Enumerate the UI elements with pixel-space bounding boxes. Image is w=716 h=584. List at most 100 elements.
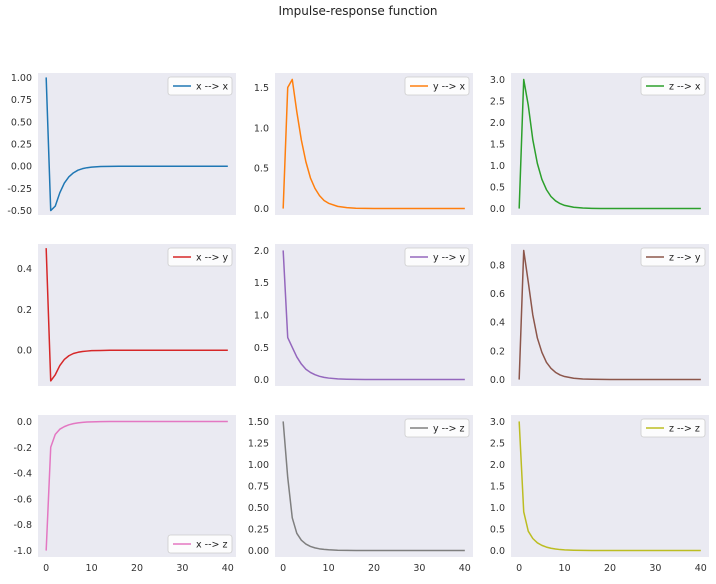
plot-background (275, 415, 473, 557)
y-tick-label: 0.2 (490, 346, 505, 357)
x-tick-label: 40 (222, 563, 234, 574)
legend-box (404, 247, 470, 267)
y-tick-label: 1.5 (490, 482, 505, 493)
legend-label: y --> x (433, 82, 465, 93)
x-tick-label: 40 (695, 563, 707, 574)
plot-background (511, 415, 709, 557)
y-tick-label: -1.0 (13, 546, 32, 557)
panel-z-to-x: 0.0 0.5 1.0 1.5 2.0 2.5 3.0 z --> x (490, 73, 709, 215)
x-tick-label: 0 (516, 563, 522, 574)
panel-z-to-y: 0.0 0.2 0.4 0.6 0.8 z --> y (490, 244, 709, 386)
y-tick-label: 0.50 (248, 503, 269, 514)
panel-z-to-z: 0.0 0.5 1.0 1.5 2.0 2.5 3.0 0 10 20 30 40 z --> z (490, 415, 709, 574)
y-tick-label: 3.0 (490, 417, 505, 428)
legend-box (640, 76, 706, 96)
figure-title: Impulse-response function (278, 4, 438, 18)
legend: y --> y (404, 247, 470, 267)
y-tick-label: -0.2 (13, 443, 32, 454)
panel-y-to-z: 0.00 0.25 0.50 0.75 1.00 1.25 1.50 0 10 20 30 40 y -… (248, 415, 473, 574)
plot-background (38, 244, 236, 386)
legend: x --> x (167, 76, 233, 96)
x-tick-label: 10 (86, 563, 98, 574)
plot-background (511, 73, 709, 215)
legend-label: x --> y (196, 253, 228, 264)
y-tick-label: 1.0 (490, 161, 505, 172)
y-tick-label: 1.50 (248, 417, 269, 428)
y-tick-label: 0.6 (490, 289, 505, 300)
y-tick-label: 0.75 (248, 482, 269, 493)
y-tick-label: 0.00 (11, 162, 32, 173)
legend-box (404, 418, 470, 438)
series-line-y-to-x (282, 78, 465, 210)
y-tick-label: 2.0 (254, 246, 269, 257)
y-tick-label: 0.25 (248, 525, 269, 536)
y-tick-label: 0.0 (254, 375, 269, 386)
y-tick-label: 0.5 (490, 183, 505, 194)
legend-label: x --> z (196, 540, 227, 551)
series-line-x-to-z (45, 420, 228, 551)
y-tick-label: 0.25 (11, 140, 32, 151)
plot-background (275, 73, 473, 215)
y-tick-label: 1.5 (254, 278, 269, 289)
legend-label: z --> x (669, 82, 701, 93)
series-line-y-to-y (282, 250, 465, 381)
legend: y --> z (404, 418, 470, 438)
x-tick-label: 20 (368, 563, 380, 574)
legend-box (167, 247, 233, 267)
series-line-z-to-y (518, 249, 701, 381)
y-tick-label: 0.0 (490, 546, 505, 557)
panel-y-to-x: 0.0 0.5 1.0 1.5 y --> x (254, 73, 473, 215)
legend-label: x --> x (196, 82, 228, 93)
x-tick-label: 30 (176, 563, 188, 574)
series-line-z-to-z (518, 421, 701, 552)
panel-x-to-z: -1.0 -0.8 -0.6 -0.4 -0.2 0.0 0 10 20 30 40 x --> z (13, 415, 236, 574)
legend-label: z --> y (669, 253, 701, 264)
y-tick-label: 1.0 (254, 311, 269, 322)
y-tick-label: 1.0 (254, 123, 269, 134)
y-tick-label: 1.25 (248, 438, 269, 449)
y-tick-label: -0.6 (13, 494, 32, 505)
y-tick-label: 2.5 (490, 438, 505, 449)
series-line-x-to-y (45, 248, 228, 382)
x-tick-label: 40 (459, 563, 471, 574)
y-tick-label: 1.5 (490, 140, 505, 151)
y-tick-label: 1.00 (11, 73, 32, 84)
legend-label: y --> y (433, 253, 465, 264)
y-tick-label: 0.5 (490, 525, 505, 536)
panel-x-to-y: 0.0 0.2 0.4 x --> y (17, 244, 236, 386)
y-tick-label: -0.25 (7, 184, 32, 195)
y-tick-label: 2.5 (490, 96, 505, 107)
x-tick-label: 20 (604, 563, 616, 574)
x-tick-label: 0 (280, 563, 286, 574)
series-line-z-to-x (518, 78, 701, 210)
y-tick-label: 0.2 (17, 305, 32, 316)
y-tick-label: 0.0 (254, 204, 269, 215)
panel-y-to-y: 0.0 0.5 1.0 1.5 2.0 y --> y (254, 244, 473, 386)
y-tick-label: 0.0 (490, 375, 505, 386)
y-tick-label: -0.50 (7, 206, 32, 217)
legend: z --> y (640, 247, 706, 267)
x-tick-label: 10 (559, 563, 571, 574)
legend-label: y --> z (433, 424, 464, 435)
legend: z --> z (640, 418, 706, 438)
panel-x-to-x: -0.50 -0.25 0.00 0.25 0.50 0.75 1.00 x --> x (7, 73, 236, 217)
y-tick-label: 1.0 (490, 503, 505, 514)
legend: x --> z (167, 534, 233, 554)
y-tick-label: 0.5 (254, 343, 269, 354)
legend-label: z --> z (669, 424, 700, 435)
y-tick-label: 0.5 (254, 164, 269, 175)
legend-box (167, 76, 233, 96)
y-tick-label: 2.0 (490, 460, 505, 471)
legend: z --> x (640, 76, 706, 96)
y-tick-label: -0.8 (13, 520, 32, 531)
legend-box (167, 534, 233, 554)
y-tick-label: 1.00 (248, 460, 269, 471)
plot-background (38, 415, 236, 557)
legend-box (404, 76, 470, 96)
y-tick-label: 2.0 (490, 118, 505, 129)
legend-box (640, 418, 706, 438)
series-line-x-to-x (45, 77, 228, 212)
y-tick-label: 1.5 (254, 83, 269, 94)
plot-background (275, 244, 473, 386)
